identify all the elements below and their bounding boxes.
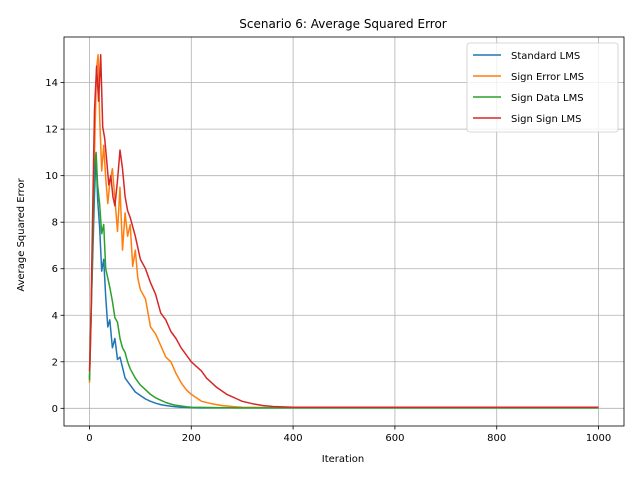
x-axis-label: Iteration [322, 454, 364, 465]
y-tick-label: 8 [52, 218, 58, 229]
legend-label: Sign Error LMS [511, 72, 584, 83]
y-axis-label: Average Squared Error [16, 177, 27, 291]
y-tick-label: 2 [52, 357, 58, 368]
legend: Standard LMS Sign Error LMS Sign Data LMS S… [466, 42, 619, 133]
x-tick-label: 0 [86, 433, 92, 444]
series-layer [88, 53, 599, 409]
plot-frame [63, 36, 625, 427]
legend-label: Sign Sign LMS [511, 114, 582, 125]
series-line-sign-sign-lms [88, 53, 599, 408]
chart-title: Scenario 6: Average Squared Error [239, 17, 447, 31]
legend-box [466, 42, 619, 133]
x-axis-ticks: 0 200 400 600 800 1000 [86, 426, 611, 444]
series-line-sign-data-lms [88, 151, 599, 409]
y-tick-label: 4 [52, 311, 58, 322]
legend-label: Standard LMS [511, 51, 580, 62]
x-tick-label: 200 [182, 433, 201, 444]
x-tick-label: 400 [284, 433, 303, 444]
x-tick-label: 800 [487, 433, 506, 444]
y-tick-label: 14 [45, 78, 58, 89]
y-tick-label: 6 [52, 264, 58, 275]
legend-label: Sign Data LMS [511, 93, 584, 104]
x-tick-label: 1000 [586, 433, 611, 444]
y-tick-label: 12 [45, 125, 58, 136]
grid-lines [64, 37, 624, 426]
y-axis-ticks: 0 2 4 6 8 10 12 14 [45, 78, 64, 415]
y-tick-label: 10 [45, 171, 58, 182]
y-tick-label: 0 [52, 404, 58, 415]
x-tick-label: 600 [385, 433, 404, 444]
